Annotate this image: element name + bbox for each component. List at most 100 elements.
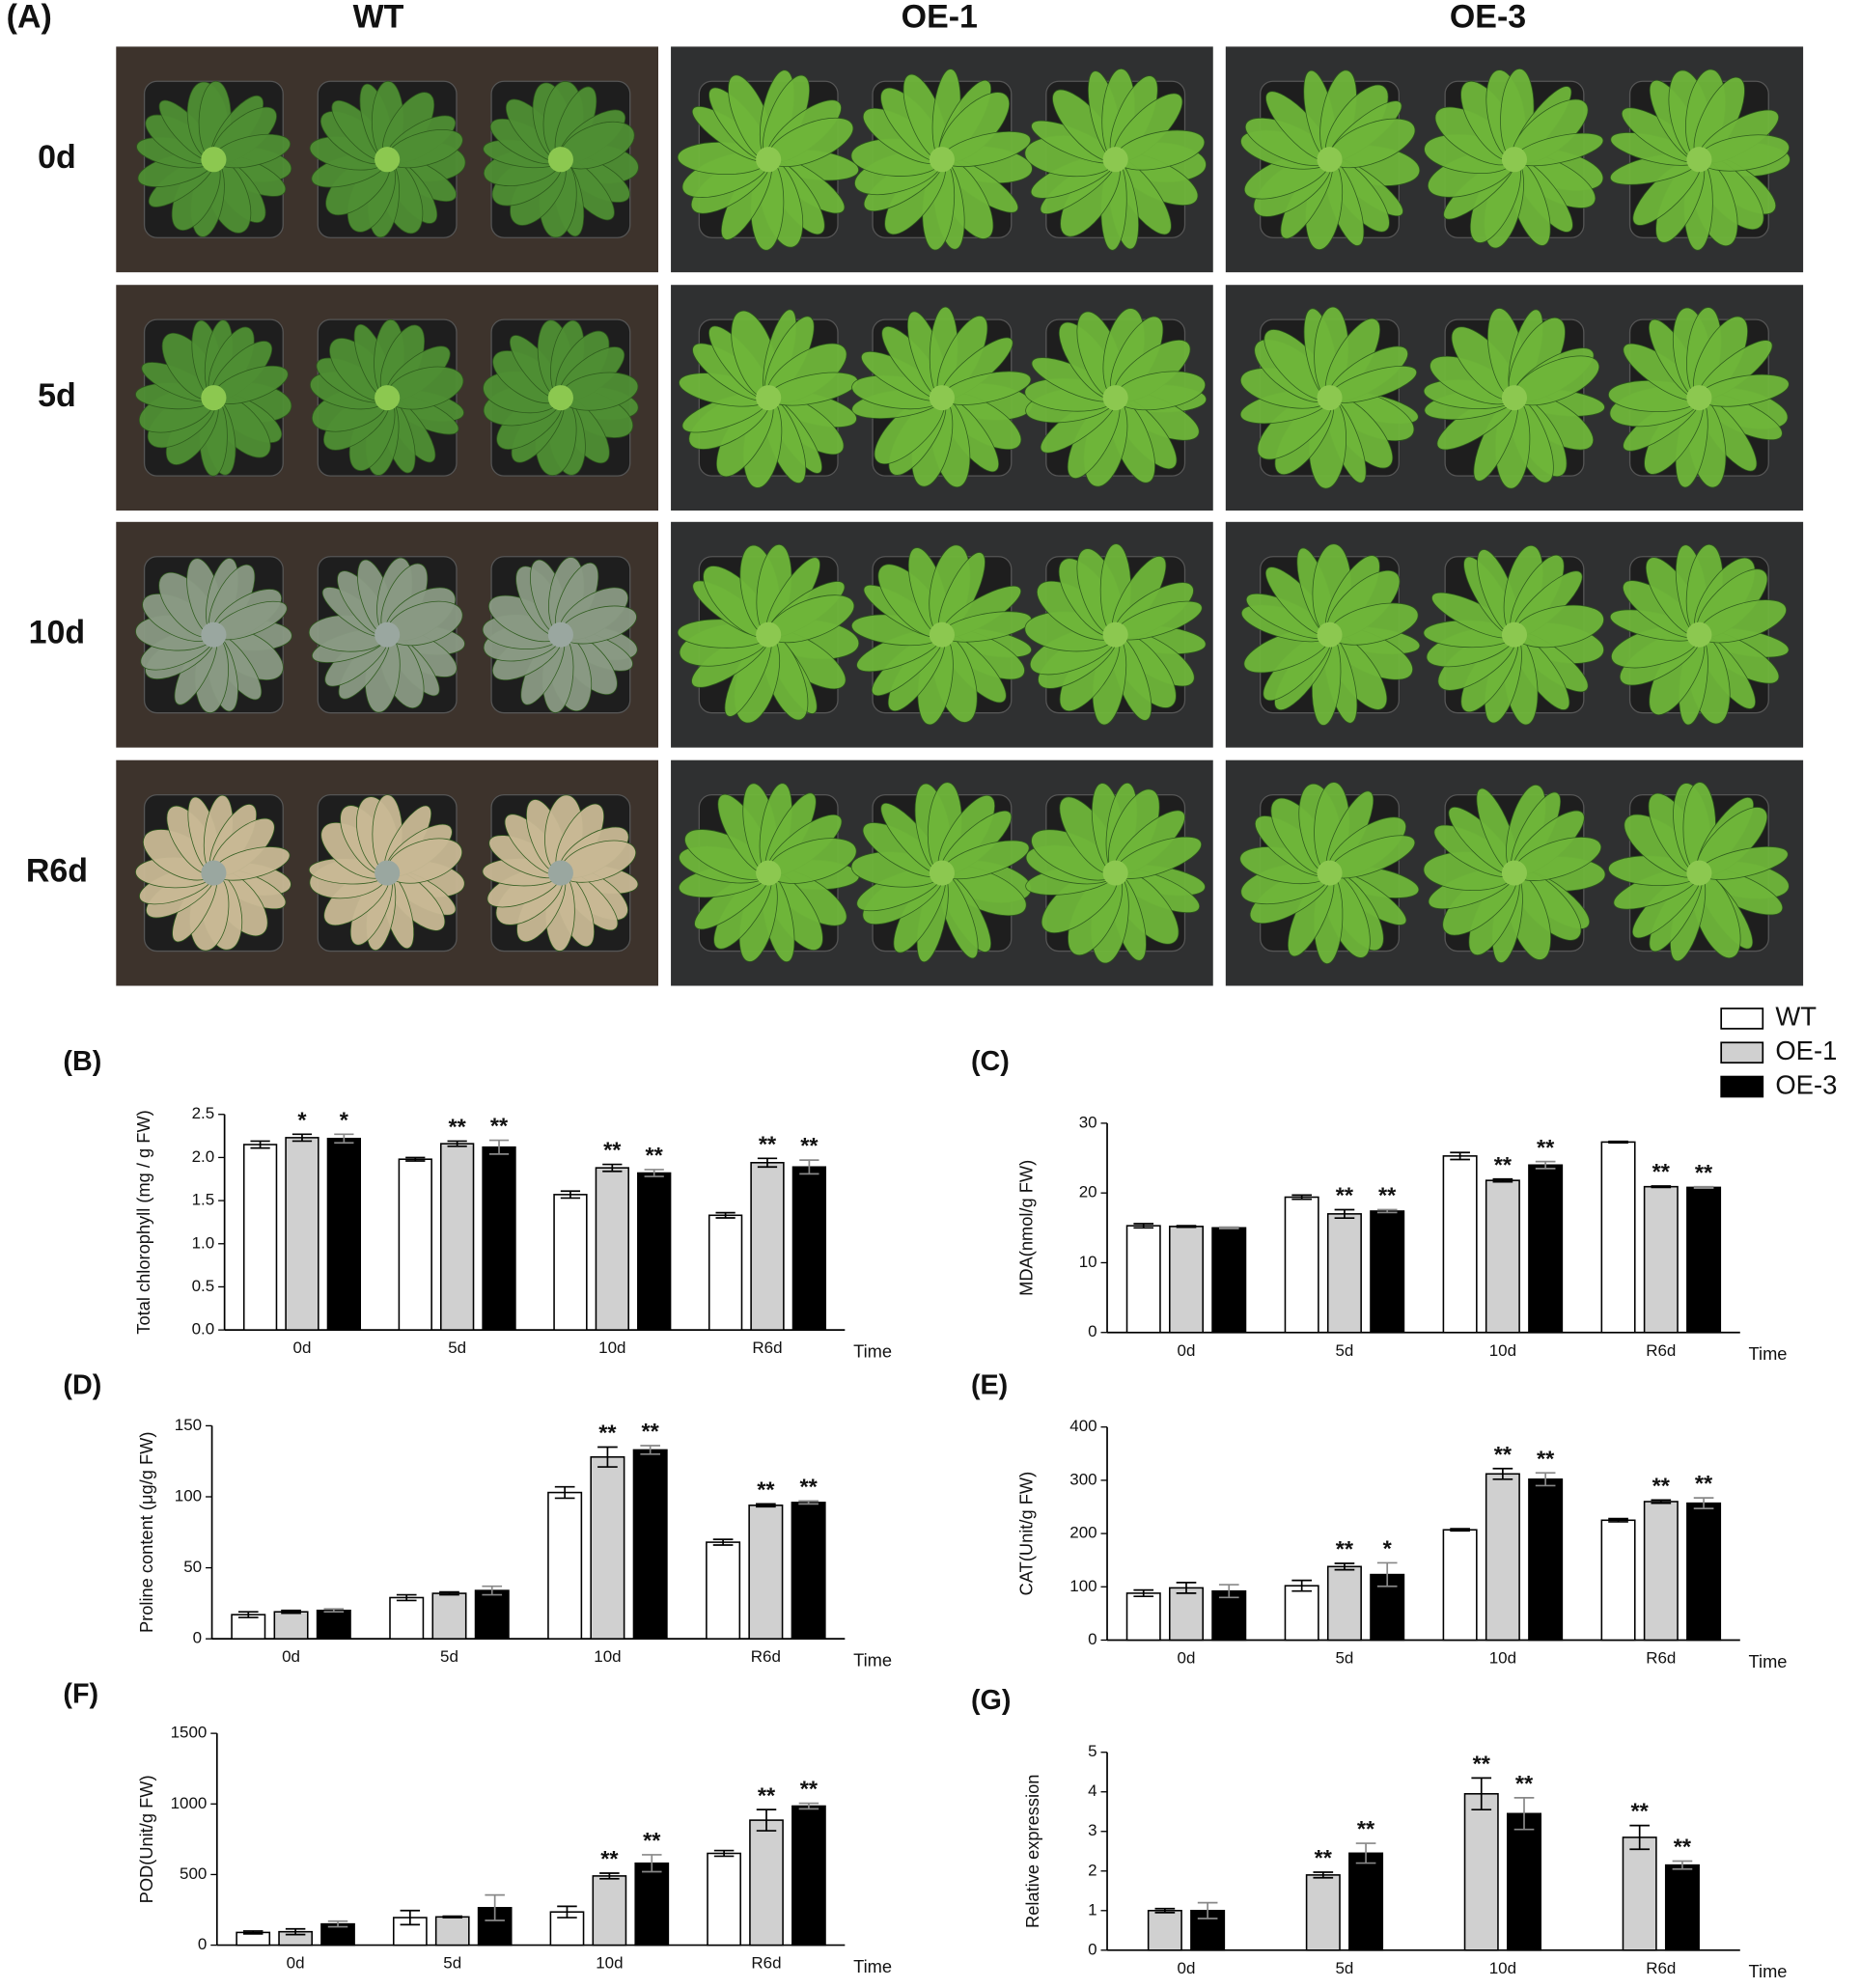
rosette-center xyxy=(929,621,955,648)
bar: OE-3 xyxy=(637,1172,672,1331)
bar: OE-1 xyxy=(590,1455,625,1640)
bar: WT xyxy=(1442,1529,1478,1642)
error-bar xyxy=(439,1590,459,1596)
photo xyxy=(116,285,658,511)
error-bar xyxy=(640,1445,661,1455)
x-tick-label: 5d xyxy=(1336,1959,1354,1977)
x-tick-label: 5d xyxy=(1336,1649,1354,1668)
error-bar xyxy=(1513,1797,1535,1831)
significance: ** xyxy=(1695,1160,1713,1185)
bar: OE-1 xyxy=(1147,1910,1182,1951)
error-bar xyxy=(327,1919,348,1928)
y-axis-label: POD(Unit/g FW) xyxy=(136,1775,156,1903)
y-tick-label: 4 xyxy=(1088,1781,1097,1800)
rosette-center xyxy=(756,385,782,411)
significance: ** xyxy=(643,1828,661,1853)
rosette-center xyxy=(1501,860,1528,886)
y-tick-label: 500 xyxy=(180,1864,207,1883)
significance: ** xyxy=(799,1475,818,1500)
y-tick-label: 0 xyxy=(1088,1322,1097,1340)
y-tick-label: 0.5 xyxy=(192,1277,215,1295)
error-bar xyxy=(756,1809,777,1832)
error-bar xyxy=(1492,1177,1513,1183)
legend-swatch xyxy=(1720,1041,1764,1064)
significance: ** xyxy=(1494,1442,1513,1467)
error-bar xyxy=(405,1156,426,1162)
x-tick-label: 10d xyxy=(1489,1649,1516,1668)
legend-label: OE-1 xyxy=(1775,1035,1837,1065)
bar: OE-1 xyxy=(273,1611,309,1640)
bar: OE-1 xyxy=(439,1143,475,1331)
error-bar xyxy=(1176,1582,1197,1594)
y-tick-label: 300 xyxy=(1069,1470,1097,1488)
y-tick-label: 3 xyxy=(1088,1821,1097,1839)
error-bar xyxy=(1629,1824,1651,1851)
error-bar xyxy=(798,1500,819,1505)
bar: OE-3 xyxy=(1211,1227,1247,1334)
rosette-center xyxy=(1501,621,1528,648)
x-tick-label: 0d xyxy=(1178,1959,1196,1977)
rosette-center xyxy=(201,621,227,648)
rosette-center xyxy=(1317,621,1343,648)
y-tick-label: 0 xyxy=(193,1629,202,1647)
bar: OE-3 xyxy=(1211,1589,1247,1642)
rosette-center xyxy=(756,860,782,886)
significance: ** xyxy=(800,1777,819,1802)
x-tick-label: R6d xyxy=(751,1647,781,1666)
photo xyxy=(116,759,658,986)
error-bar xyxy=(1535,1160,1556,1170)
x-tick-label: R6d xyxy=(1646,1649,1676,1668)
x-tick-label: 10d xyxy=(1489,1959,1516,1977)
error-bar xyxy=(281,1609,301,1615)
error-bar xyxy=(482,1585,503,1596)
significance: ** xyxy=(1652,1159,1671,1184)
row-label: 5d xyxy=(38,377,76,414)
bar: OE-3 xyxy=(791,1502,826,1640)
significance: * xyxy=(297,1107,307,1132)
bar: WT xyxy=(1442,1155,1478,1334)
y-tick-label: 1 xyxy=(1088,1900,1097,1919)
y-tick-label: 5 xyxy=(1088,1742,1097,1760)
x-tick-label: 0d xyxy=(282,1647,300,1666)
rosette-center xyxy=(1102,860,1128,886)
rosette-center xyxy=(1686,385,1712,411)
bar: OE-1 xyxy=(431,1592,467,1640)
bar: WT xyxy=(242,1144,278,1331)
error-bar xyxy=(1450,1151,1470,1161)
bar: WT xyxy=(706,1541,741,1640)
rosette-center xyxy=(201,860,227,886)
rosette-center xyxy=(929,147,955,173)
legend-swatch xyxy=(1720,1075,1764,1098)
significance: ** xyxy=(1378,1183,1397,1208)
x-tick-label: 0d xyxy=(293,1339,312,1357)
panel-label: (B) xyxy=(63,1046,101,1077)
error-bar xyxy=(756,1503,776,1508)
error-bar xyxy=(560,1190,581,1200)
significance: ** xyxy=(1473,1752,1491,1777)
error-bar xyxy=(712,1538,734,1546)
error-bar xyxy=(1334,1208,1355,1220)
y-tick-label: 0 xyxy=(1088,1940,1097,1958)
bar: OE-3 xyxy=(1370,1573,1405,1642)
significance: ** xyxy=(1494,1152,1513,1177)
error-bar xyxy=(642,1854,662,1873)
bar: WT xyxy=(1600,1141,1636,1334)
rosette-center xyxy=(1686,860,1712,886)
significance: * xyxy=(340,1107,349,1132)
y-tick-label: 400 xyxy=(1069,1417,1097,1435)
bar: OE-1 xyxy=(1643,1501,1679,1642)
panel-label: (F) xyxy=(63,1679,98,1710)
photo xyxy=(671,759,1213,986)
photo xyxy=(1225,46,1804,273)
y-tick-label: 200 xyxy=(1069,1524,1097,1542)
bar: WT xyxy=(389,1596,425,1640)
significance: ** xyxy=(1537,1446,1555,1471)
y-tick-label: 100 xyxy=(1069,1577,1097,1595)
significance: ** xyxy=(758,1782,776,1808)
bar: OE-1 xyxy=(748,1505,784,1640)
error-bar xyxy=(1376,1561,1398,1588)
panel-label: (A) xyxy=(7,0,52,36)
rosette-center xyxy=(756,147,782,173)
x-tick-label: 5d xyxy=(448,1339,466,1357)
x-tick-label: 10d xyxy=(598,1339,625,1357)
